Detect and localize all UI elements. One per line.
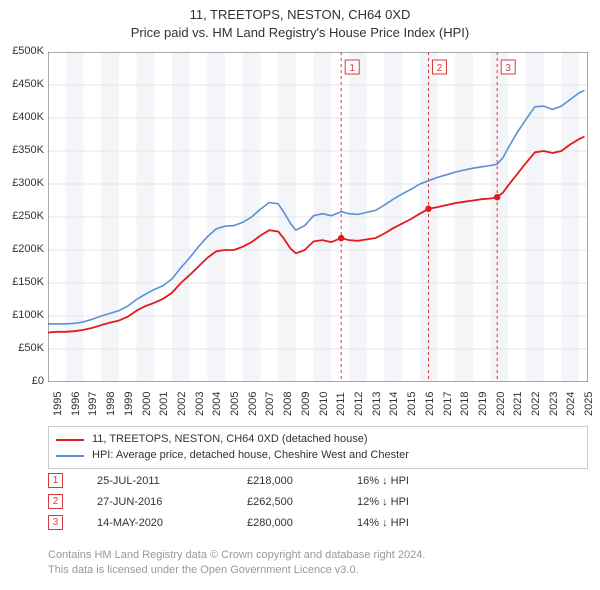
chart-svg: 1 2 3 xyxy=(48,52,588,382)
marker-date-2: 27-JUN-2016 xyxy=(97,496,247,508)
marker-diff-3: 14% ↓ HPI xyxy=(357,517,477,529)
x-tick-label: 1998 xyxy=(105,392,117,416)
y-tick-label: £200K xyxy=(0,243,44,255)
x-tick-label: 2022 xyxy=(530,392,542,416)
chart-title-line1: 11, TREETOPS, NESTON, CH64 0XD xyxy=(0,6,600,24)
legend-swatch-hpi xyxy=(56,455,84,457)
svg-text:3: 3 xyxy=(505,63,511,74)
svg-text:1: 1 xyxy=(349,63,355,74)
marker-badge-1: 1 xyxy=(48,473,63,488)
legend-row-hpi: HPI: Average price, detached house, Ches… xyxy=(56,448,580,464)
x-tick-label: 2001 xyxy=(158,392,170,416)
legend-box: 11, TREETOPS, NESTON, CH64 0XD (detached… xyxy=(48,426,588,469)
x-tick-label: 2000 xyxy=(141,392,153,416)
x-tick-label: 2013 xyxy=(371,392,383,416)
x-tick-label: 2012 xyxy=(353,392,365,416)
marker-price-2: £262,500 xyxy=(247,496,357,508)
marker-date-3: 14-MAY-2020 xyxy=(97,517,247,529)
y-tick-label: £0 xyxy=(0,375,44,387)
x-tick-label: 2023 xyxy=(548,392,560,416)
y-tick-label: £500K xyxy=(0,45,44,57)
marker-row-2: 2 27-JUN-2016 £262,500 12% ↓ HPI xyxy=(48,491,588,512)
y-tick-label: £300K xyxy=(0,177,44,189)
legend-row-property: 11, TREETOPS, NESTON, CH64 0XD (detached… xyxy=(56,432,580,448)
x-tick-label: 1995 xyxy=(52,392,64,416)
x-tick-label: 2017 xyxy=(442,392,454,416)
legend-label-hpi: HPI: Average price, detached house, Ches… xyxy=(92,448,409,464)
chart-title-line2: Price paid vs. HM Land Registry's House … xyxy=(0,24,600,42)
marker-diff-2: 12% ↓ HPI xyxy=(357,496,477,508)
y-tick-label: £100K xyxy=(0,309,44,321)
legend-label-property: 11, TREETOPS, NESTON, CH64 0XD (detached… xyxy=(92,432,368,448)
marker-badge-2: 2 xyxy=(48,494,63,509)
x-tick-label: 2002 xyxy=(176,392,188,416)
chart-title-block: 11, TREETOPS, NESTON, CH64 0XD Price pai… xyxy=(0,0,600,41)
legend-swatch-property xyxy=(56,439,84,441)
marker-diff-1: 16% ↓ HPI xyxy=(357,475,477,487)
x-tick-label: 2024 xyxy=(565,392,577,416)
x-tick-label: 2010 xyxy=(318,392,330,416)
svg-text:2: 2 xyxy=(437,63,443,74)
x-tick-label: 2009 xyxy=(300,392,312,416)
x-tick-label: 2019 xyxy=(477,392,489,416)
footer-line2: This data is licensed under the Open Gov… xyxy=(48,563,588,578)
chart-plot-area: 1 2 3 xyxy=(48,52,588,382)
marker-row-3: 3 14-MAY-2020 £280,000 14% ↓ HPI xyxy=(48,512,588,533)
x-tick-label: 2025 xyxy=(583,392,595,416)
x-tick-label: 2020 xyxy=(495,392,507,416)
marker-date-1: 25-JUL-2011 xyxy=(97,475,247,487)
x-tick-label: 1996 xyxy=(70,392,82,416)
x-tick-label: 2008 xyxy=(282,392,294,416)
x-tick-label: 2016 xyxy=(424,392,436,416)
marker-price-3: £280,000 xyxy=(247,517,357,529)
footer-line1: Contains HM Land Registry data © Crown c… xyxy=(48,548,588,563)
marker-price-1: £218,000 xyxy=(247,475,357,487)
y-tick-label: £150K xyxy=(0,276,44,288)
footer-attribution: Contains HM Land Registry data © Crown c… xyxy=(48,548,588,578)
y-tick-label: £50K xyxy=(0,342,44,354)
y-tick-label: £250K xyxy=(0,210,44,222)
x-tick-label: 2021 xyxy=(512,392,524,416)
x-tick-label: 2004 xyxy=(211,392,223,416)
y-tick-label: £350K xyxy=(0,144,44,156)
x-tick-label: 2005 xyxy=(229,392,241,416)
x-tick-label: 1999 xyxy=(123,392,135,416)
marker-row-1: 1 25-JUL-2011 £218,000 16% ↓ HPI xyxy=(48,470,588,491)
x-tick-label: 2011 xyxy=(335,392,347,416)
x-tick-label: 2007 xyxy=(264,392,276,416)
markers-table: 1 25-JUL-2011 £218,000 16% ↓ HPI 2 27-JU… xyxy=(48,470,588,533)
x-tick-label: 2003 xyxy=(194,392,206,416)
x-tick-label: 2014 xyxy=(388,392,400,416)
x-tick-label: 2018 xyxy=(459,392,471,416)
y-tick-label: £400K xyxy=(0,111,44,123)
y-tick-label: £450K xyxy=(0,78,44,90)
x-tick-label: 1997 xyxy=(87,392,99,416)
marker-badge-3: 3 xyxy=(48,515,63,530)
x-tick-label: 2006 xyxy=(247,392,259,416)
x-tick-label: 2015 xyxy=(406,392,418,416)
